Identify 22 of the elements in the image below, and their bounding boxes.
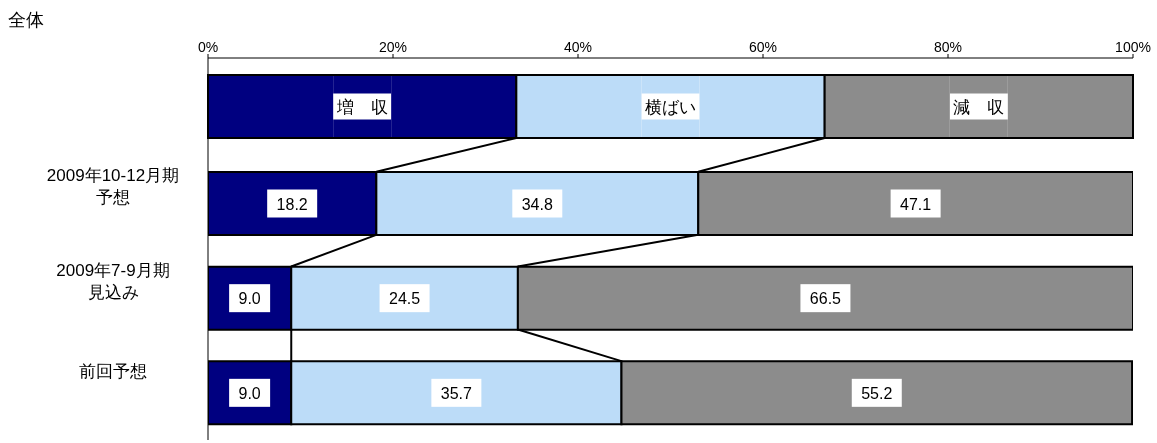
legend-label: 横ばい xyxy=(645,97,696,117)
x-tick-label: 100% xyxy=(1115,39,1151,55)
data-label: 9.0 xyxy=(238,290,261,308)
data-label: 55.2 xyxy=(861,384,893,402)
y-tick-label: 2009年7-9月期見込み xyxy=(56,261,170,302)
data-label: 18.2 xyxy=(276,195,308,213)
x-tick-label: 20% xyxy=(378,39,408,55)
data-label: 47.1 xyxy=(900,195,932,213)
data-label: 35.7 xyxy=(440,384,473,402)
x-tick-label: 80% xyxy=(933,39,963,55)
y-tick-label: 前回予想 xyxy=(79,361,147,381)
data-label: 66.5 xyxy=(809,290,842,308)
text: 全体 xyxy=(8,9,44,32)
x-tick-label: 40% xyxy=(563,39,593,55)
data-label: 34.8 xyxy=(521,195,553,213)
x-tick-label: 0% xyxy=(197,39,219,55)
legend-label: 減 収 xyxy=(953,97,1005,117)
y-tick-label: 2009年10-12月期予想 xyxy=(46,166,180,208)
legend-label: 増 収 xyxy=(335,97,388,117)
data-label: 9.0 xyxy=(238,384,261,402)
data-label: 24.5 xyxy=(388,290,421,308)
x-tick-label: 60% xyxy=(748,39,778,55)
